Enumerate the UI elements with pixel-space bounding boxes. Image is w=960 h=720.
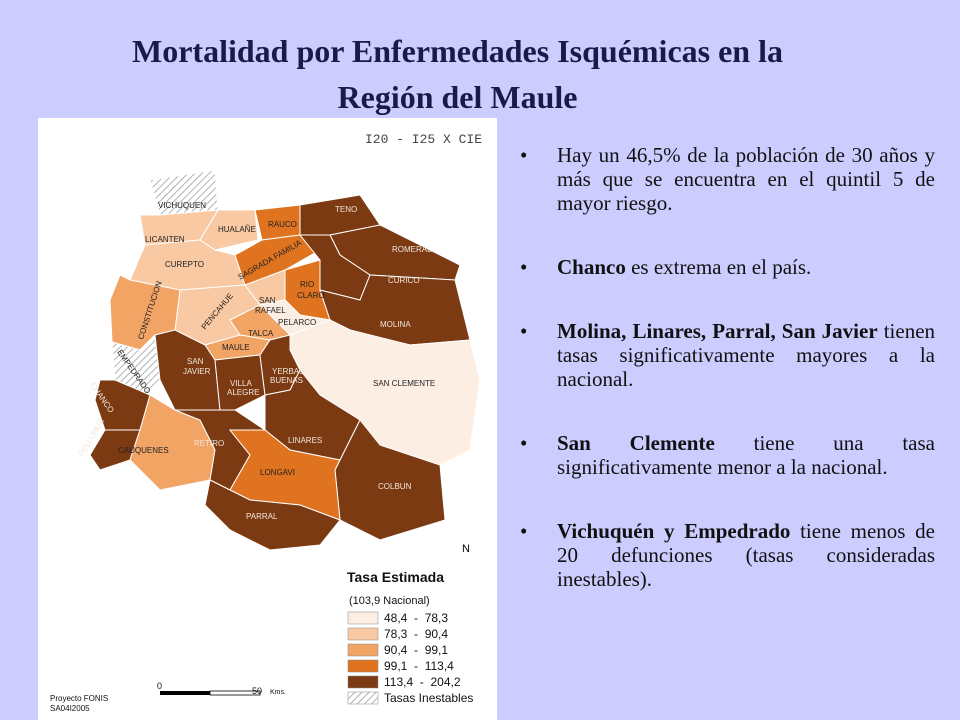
- bullet: San Clemente tiene una tasa significativ…: [520, 431, 935, 479]
- legend-swatch: [347, 659, 379, 673]
- region: [214, 354, 266, 411]
- bullet-lead: Vichuquén y Empedrado: [557, 519, 791, 543]
- region: [89, 429, 141, 471]
- scale-label: 50: [252, 686, 262, 696]
- bullet-text: es extrema en el país.: [631, 255, 812, 279]
- commune-label: CLARO: [297, 291, 325, 300]
- commune-label: RETIRO: [194, 439, 224, 448]
- title: Mortalidad por Enfermedades Isquémicas e…: [0, 28, 915, 120]
- bullet: Vichuquén y Empedrado tiene menos de 20 …: [520, 519, 935, 591]
- bullet-lead: Molina, Linares, Parral, San Javier: [557, 319, 878, 343]
- bullet: Hay un 46,5% de la población de 30 años …: [520, 143, 935, 215]
- commune-label: MAULE: [222, 343, 250, 352]
- commune-label: YERBAS: [272, 367, 304, 376]
- legend-label: 113,4 - 204,2: [384, 675, 461, 689]
- commune-label: PARRAL: [246, 512, 278, 521]
- commune-label: LINARES: [288, 436, 322, 445]
- commune-label: ROMERAL: [392, 245, 432, 254]
- commune-label: PELARCO: [278, 318, 316, 327]
- legend-swatch: [347, 611, 379, 625]
- credit: Proyecto FONIS: [50, 694, 108, 703]
- commune-label: HUALAÑE: [218, 225, 256, 234]
- legend-label: Tasas Inestables: [384, 691, 473, 705]
- commune-label: RAFAEL: [255, 306, 286, 315]
- commune-label: COLBUN: [378, 482, 412, 491]
- commune-label: SAN CLEMENTE: [373, 379, 435, 388]
- commune-label: RAUCO: [268, 220, 297, 229]
- legend-swatch: [347, 643, 379, 657]
- north-label: N: [462, 543, 470, 555]
- commune-label: MOLINA: [380, 320, 411, 329]
- legend-label: 99,1 - 113,4: [384, 659, 454, 673]
- commune-label: CAUQUENES: [118, 446, 169, 455]
- commune-label: CURICO: [388, 276, 420, 285]
- region: [204, 479, 341, 551]
- commune-label: ALEGRE: [227, 388, 259, 397]
- bullet-lead: Chanco: [557, 255, 626, 279]
- bullet: Chanco es extrema en el país.: [520, 255, 935, 279]
- legend-swatch: [347, 627, 379, 641]
- title-line: Mortalidad por Enfermedades Isquémicas e…: [132, 33, 783, 69]
- legend-title: Tasa Estimada: [347, 569, 444, 585]
- commune-label: VILLA: [230, 379, 252, 388]
- commune-label: SAN: [259, 296, 276, 305]
- scale-bar: [209, 690, 261, 696]
- legend-label: 78,3 - 90,4: [384, 627, 448, 641]
- commune-label: LICANTEN: [145, 235, 185, 244]
- legend-label: 90,4 - 99,1: [384, 643, 448, 657]
- bullet-list: Hay un 46,5% de la población de 30 años …: [520, 143, 935, 631]
- bullet-lead: San Clemente: [557, 431, 715, 455]
- scale-unit: Kms.: [270, 689, 286, 696]
- legend-label: 48,4 - 78,3: [384, 611, 448, 625]
- north-arrow: [457, 499, 475, 536]
- bullet-text: tiene menos de 20 defunciones (tasas con…: [557, 519, 935, 591]
- commune-label: BUENAS: [270, 376, 303, 385]
- commune-label: TENO: [335, 205, 357, 214]
- commune-label: LONGAVI: [260, 468, 295, 477]
- bullet-text: Hay un 46,5% de la población de 30 años …: [557, 143, 935, 215]
- commune-label: VICHUQUEN: [158, 201, 206, 210]
- legend-swatch: [347, 691, 379, 705]
- map-code: I20 - I25 X CIE: [365, 132, 482, 147]
- title-line: Región del Maule: [337, 79, 578, 115]
- bullet: Molina, Linares, Parral, San Javier tien…: [520, 319, 935, 391]
- legend-subtitle: (103,9 Nacional): [349, 595, 430, 607]
- credit: SA04I2005: [50, 704, 90, 713]
- bullet-text: tienen tasas significativamente mayores …: [557, 319, 936, 391]
- scale-bar: [160, 691, 210, 695]
- commune-label: JAVIER: [183, 367, 211, 376]
- scale-label: 0: [157, 681, 162, 691]
- bullet-text: tiene una tasa significativamente menor …: [557, 431, 935, 479]
- commune-label: SAN: [187, 357, 204, 366]
- commune-label: CUREPTO: [165, 260, 204, 269]
- commune-label: RIO: [300, 280, 314, 289]
- legend-swatch: [347, 675, 379, 689]
- commune-label: TALCA: [248, 329, 274, 338]
